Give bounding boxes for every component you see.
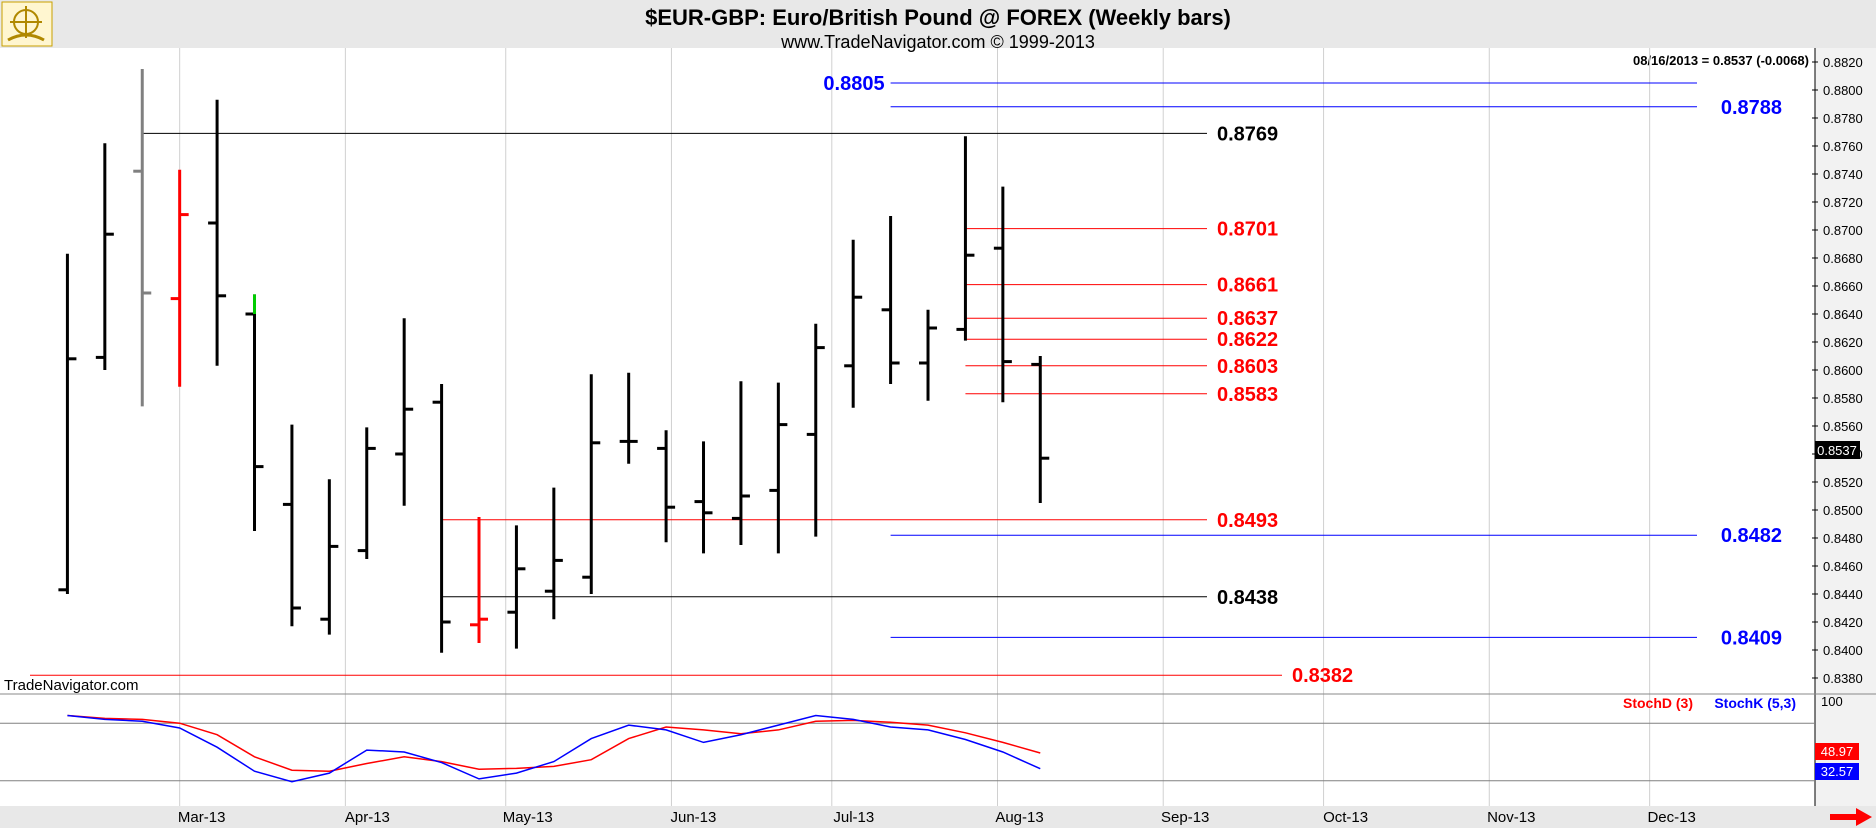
- price-tick-label: 0.8780: [1823, 111, 1863, 126]
- level-label: 0.8637: [1217, 308, 1278, 330]
- level-label: 0.8493: [1217, 510, 1278, 532]
- level-lines: 0.88050.87880.87690.87010.86610.86370.86…: [30, 73, 1782, 687]
- last-price-marker: 0.8537: [1815, 441, 1860, 459]
- level-label: 0.8769: [1217, 123, 1278, 145]
- price-tick-label: 0.8400: [1823, 643, 1863, 658]
- stoch-d-value: 48.97: [1821, 744, 1854, 759]
- price-tick-label: 0.8460: [1823, 559, 1863, 574]
- price-tick-label: 0.8740: [1823, 167, 1863, 182]
- stoch-series-line: [67, 714, 1041, 783]
- price-axis-ticks: 0.8820 0.8800 0.8780 0.8760 0.8740 0.8720 0.87…: [1812, 55, 1863, 686]
- price-tick-label: 0.8640: [1823, 307, 1863, 322]
- price-tick-label: 0.8820: [1823, 55, 1863, 70]
- price-tick-label: 0.8520: [1823, 475, 1863, 490]
- level-label: 0.8603: [1217, 356, 1278, 378]
- level-label: 0.8701: [1217, 219, 1278, 241]
- price-tick-label: 0.8560: [1823, 419, 1863, 434]
- date-axis-labels: Mar-13 Apr-13 May-13 Jun-13 Jul-13 Aug-13 Sep-…: [178, 809, 1696, 826]
- level-label: 0.8583: [1217, 384, 1278, 406]
- price-tick-label: 0.8500: [1823, 503, 1863, 518]
- date-tick-label: Sep-13: [1161, 809, 1209, 826]
- price-tick-label: 0.8680: [1823, 251, 1863, 266]
- level-label: 0.8805: [823, 73, 884, 95]
- trade-navigator-logo: [1, 1, 53, 47]
- price-tick-label: 0.8660: [1823, 279, 1863, 294]
- price-tick-label: 0.8380: [1823, 671, 1863, 686]
- date-tick-label: Mar-13: [178, 809, 226, 826]
- stoch-k-label: StochK (5,3): [1714, 695, 1796, 711]
- price-axis-band: [1815, 48, 1876, 806]
- stoch-k-value-tag: [1815, 763, 1859, 780]
- level-label: 0.8438: [1217, 587, 1278, 609]
- level-label: 0.8661: [1217, 275, 1278, 297]
- date-tick-label: May-13: [503, 809, 553, 826]
- price-bars: [58, 69, 1050, 653]
- scroll-right-arrow-icon[interactable]: [1830, 808, 1872, 826]
- stoch-d-label: StochD (3): [1623, 695, 1693, 711]
- stoch-upper-label: 100: [1821, 694, 1843, 709]
- last-quote: 08/16/2013 = 0.8537 (-0.0068): [1633, 53, 1809, 68]
- last-price-tag: 0.8537: [1817, 443, 1857, 458]
- price-tick-label: 0.8720: [1823, 195, 1863, 210]
- level-label: 0.8788: [1721, 97, 1782, 119]
- price-tick-label: 0.8480: [1823, 531, 1863, 546]
- stoch-d-value-tag: [1815, 743, 1859, 760]
- chart-title: $EUR-GBP: Euro/British Pound @ FOREX (We…: [645, 5, 1231, 30]
- date-tick-label: Nov-13: [1487, 809, 1535, 826]
- price-tick-label: 0.8760: [1823, 139, 1863, 154]
- level-label: 0.8622: [1217, 329, 1278, 351]
- chart-subtitle: www.TradeNavigator.com © 1999-2013: [780, 32, 1095, 52]
- stochastic-panel: [0, 714, 1815, 783]
- price-tick-label: 0.8700: [1823, 223, 1863, 238]
- date-tick-label: Dec-13: [1647, 809, 1695, 826]
- date-tick-label: Aug-13: [995, 809, 1043, 826]
- price-tick-label: 0.8600: [1823, 363, 1863, 378]
- level-label: 0.8382: [1292, 665, 1353, 687]
- level-label: 0.8482: [1721, 525, 1782, 547]
- price-tick-label: 0.8420: [1823, 615, 1863, 630]
- header-band: [0, 0, 1876, 48]
- price-tick-label: 0.8620: [1823, 335, 1863, 350]
- watermark: TradeNavigator.com: [4, 677, 139, 694]
- stoch-k-value: 32.57: [1821, 764, 1854, 779]
- date-tick-label: Jul-13: [833, 809, 874, 826]
- price-tick-label: 0.8580: [1823, 391, 1863, 406]
- level-label: 0.8409: [1721, 627, 1782, 649]
- date-tick-label: Oct-13: [1323, 809, 1368, 826]
- stoch-series-line: [67, 714, 1041, 772]
- price-tick-label: 0.8440: [1823, 587, 1863, 602]
- price-tick-label: 0.8800: [1823, 83, 1863, 98]
- date-tick-label: Apr-13: [345, 809, 390, 826]
- date-tick-label: Jun-13: [671, 809, 717, 826]
- date-axis-band: [0, 806, 1876, 828]
